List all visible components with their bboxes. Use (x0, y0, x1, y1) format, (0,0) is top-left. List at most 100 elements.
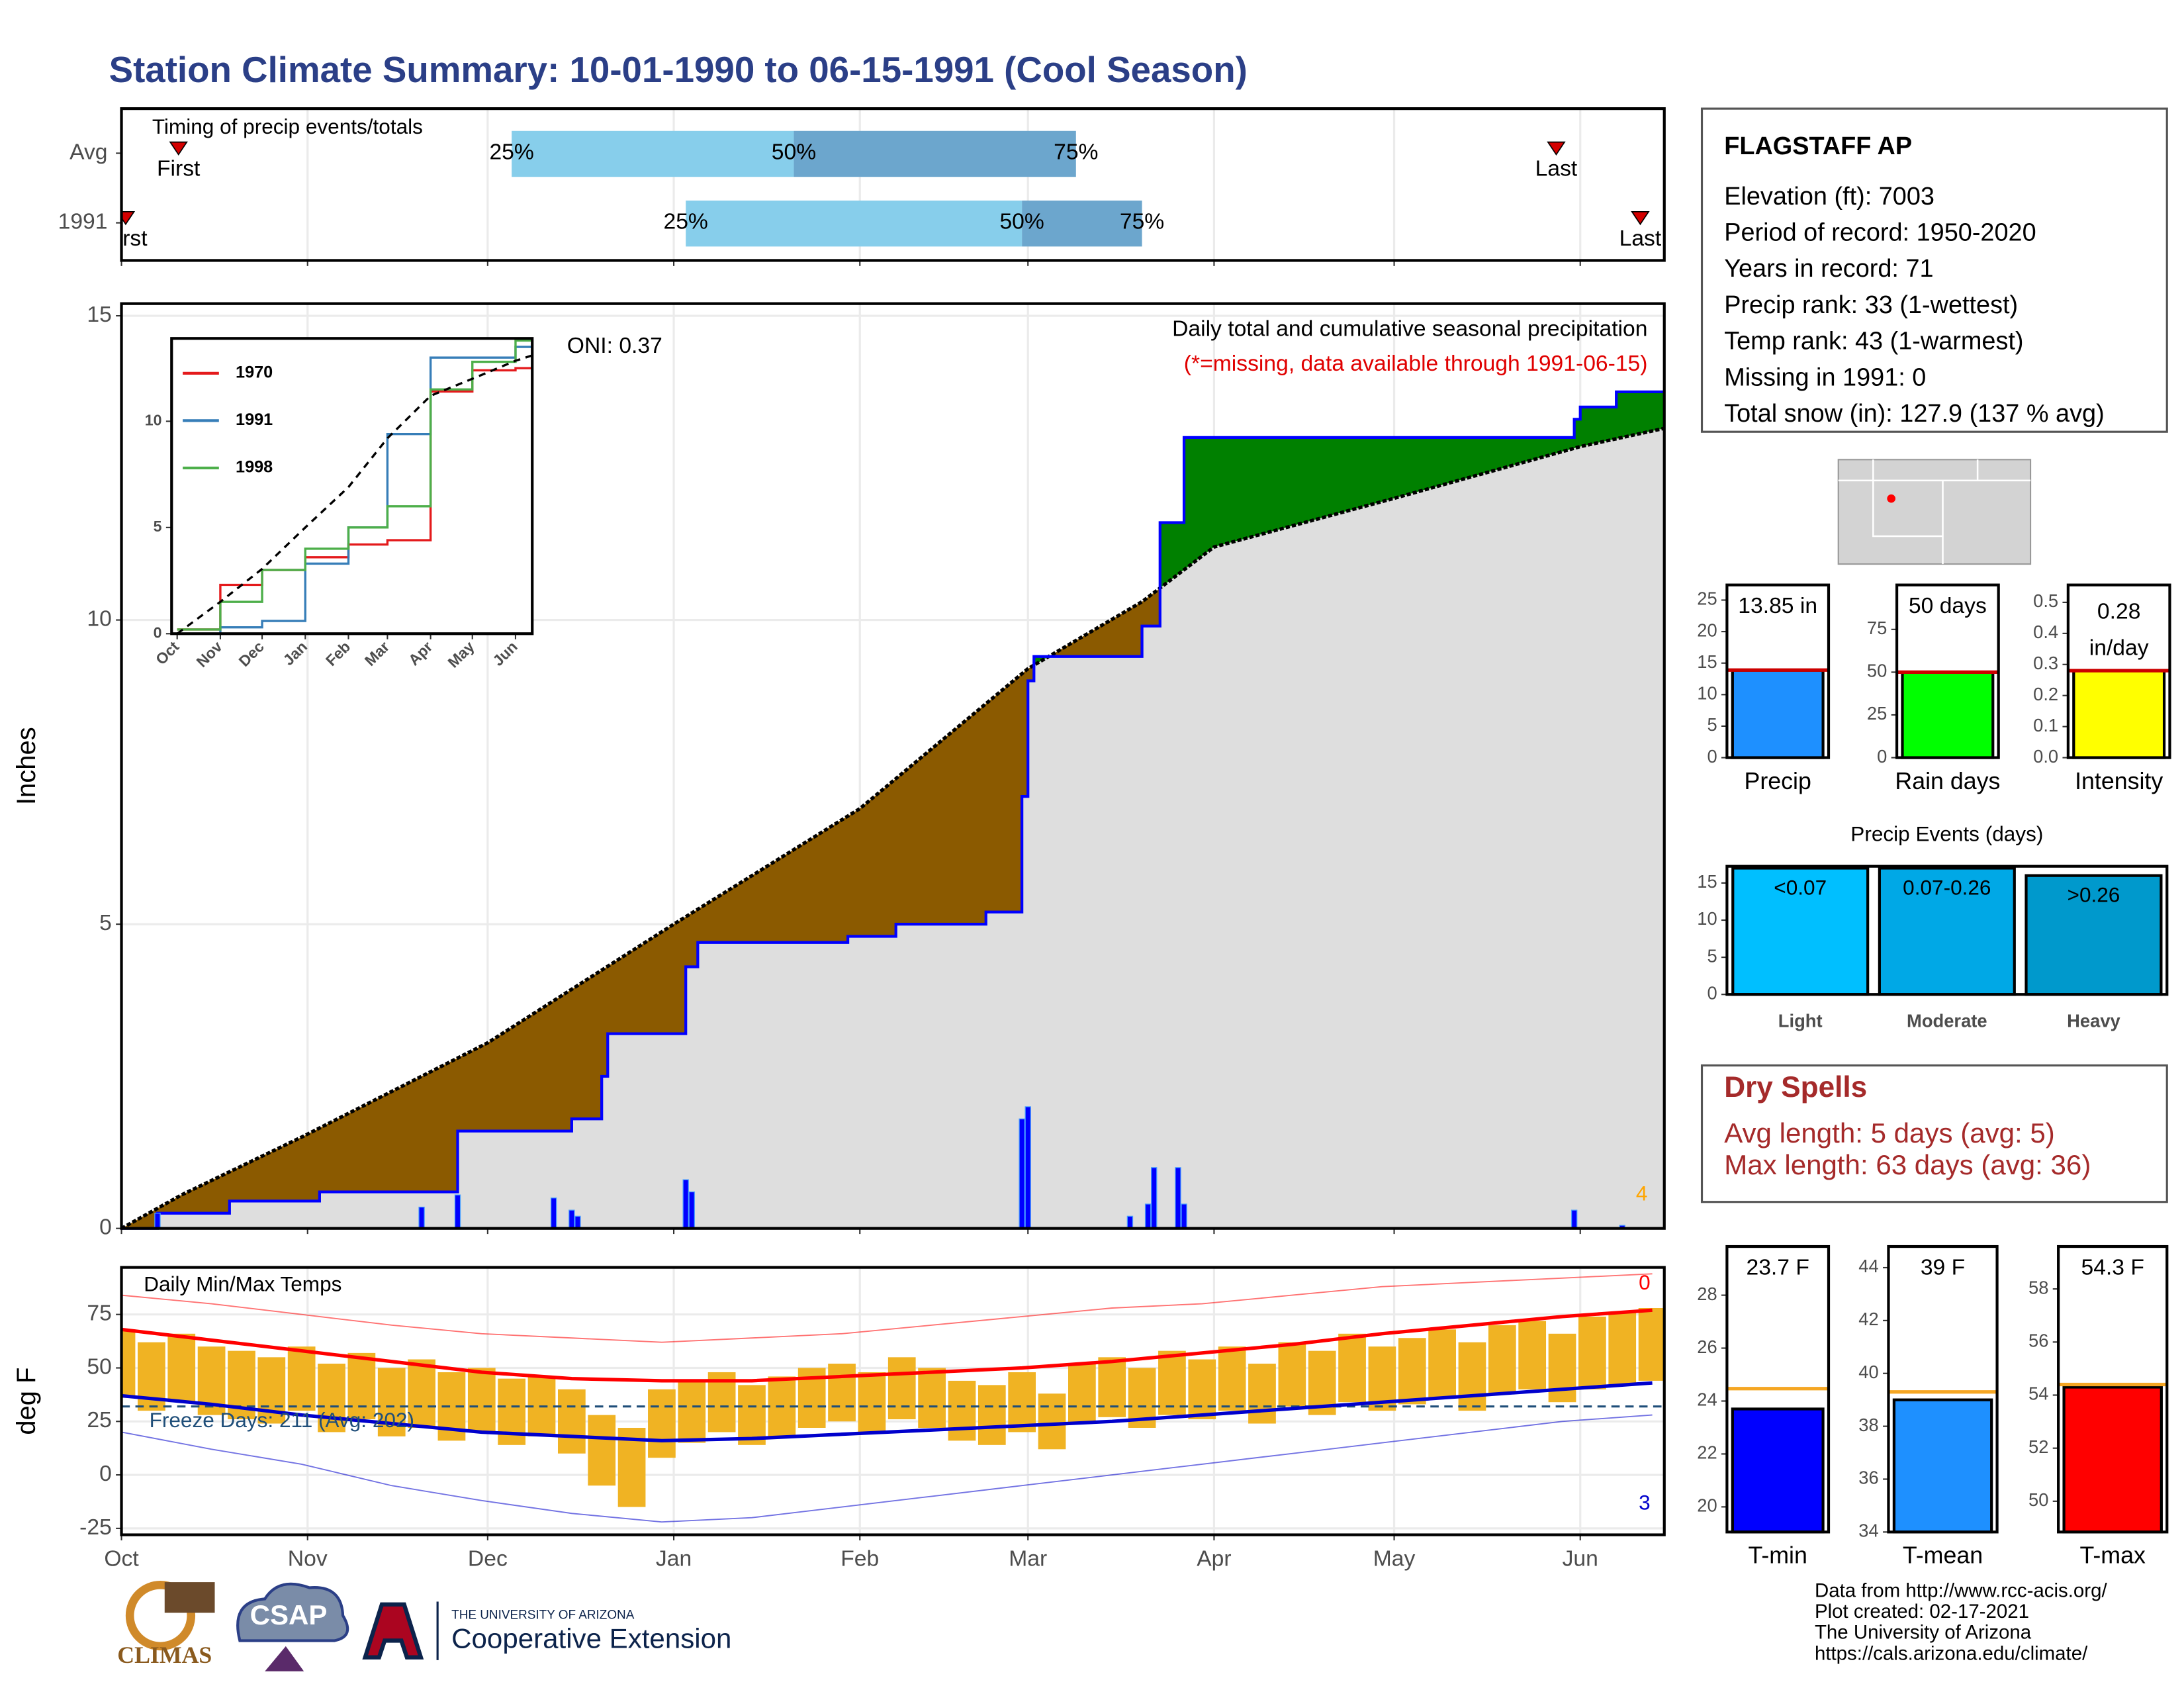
x-tick-label: Mar (1009, 1546, 1047, 1571)
temp-bar (467, 1368, 496, 1432)
temp-bar (1608, 1312, 1637, 1385)
footer-line: Plot created: 02-17-2021 (1815, 1601, 2029, 1622)
event-marker (169, 141, 188, 156)
y-tick-label: 36 (1858, 1468, 1878, 1488)
y-tick-label: 44 (1858, 1256, 1878, 1276)
y-tick-label: 15 (1697, 651, 1717, 672)
y-tick-label: 10 (1697, 908, 1717, 929)
daily-bar (454, 1194, 461, 1229)
plot-frame (120, 1266, 1666, 1536)
bar-label: <0.07 (1774, 875, 1827, 899)
plot-frame (2057, 1244, 2169, 1534)
plot-frame (120, 302, 1666, 1230)
row-label: Avg (69, 140, 107, 164)
y-tick-label: 0 (1707, 746, 1717, 767)
bar (1892, 1398, 1993, 1534)
y-tick-label: 0.4 (2033, 622, 2058, 642)
dry-spell-line: Max length: 63 days (avg: 36) (1724, 1149, 2091, 1180)
value-label: 0.28 (2097, 600, 2141, 624)
temp-bar (557, 1389, 586, 1454)
x-tick-label: May (1373, 1546, 1416, 1571)
temp-bar (1248, 1364, 1276, 1424)
temp-bar (1398, 1338, 1426, 1405)
daily-bar (1150, 1167, 1158, 1229)
temp-bar (1638, 1308, 1664, 1381)
y-tick-label: 38 (1858, 1415, 1878, 1435)
corner-label: 4 (1636, 1182, 1648, 1205)
temp-bar (1578, 1316, 1606, 1389)
y-tick-label: 25 (1697, 588, 1717, 609)
station-box (1700, 107, 2168, 433)
temp-bar (948, 1380, 976, 1441)
hot-count: 0 (1639, 1270, 1651, 1294)
temp-bar (738, 1385, 766, 1445)
dry-spell-line: Avg length: 5 days (avg: 5) (1724, 1117, 2055, 1149)
y-tick-label: 20 (1697, 620, 1717, 640)
plot-background (171, 338, 533, 634)
csap-mountain (265, 1646, 304, 1671)
y-tick-label: 5 (99, 911, 112, 935)
temp-bar (167, 1333, 196, 1403)
average-line (176, 354, 533, 634)
quartile-bar (794, 130, 1076, 177)
chart-title: Precip Events (days) (1850, 822, 2043, 846)
climas-logo: CLIMAS (117, 1642, 212, 1668)
event-marker (1631, 211, 1650, 226)
quartile-label: 25% (664, 210, 708, 234)
station-name: FLAGSTAFF AP (1724, 132, 1912, 160)
temperature-marks (121, 1273, 1664, 1523)
daily-bar (688, 1191, 695, 1229)
y-tick-label: 0.2 (2033, 684, 2058, 704)
plot-frame (2066, 583, 2171, 759)
x-tick-label: Oct (104, 1546, 139, 1571)
station-line: Elevation (ft): 7003 (1724, 183, 1934, 211)
ua-logo (362, 1602, 424, 1660)
station-dot (1887, 494, 1895, 503)
quartile-bar (512, 130, 794, 177)
bar (1731, 669, 1825, 759)
plot-frame (1725, 1244, 1831, 1534)
y-tick-label: 40 (1858, 1362, 1878, 1382)
legend-label: 1991 (236, 410, 273, 429)
chart-note: (*=missing, data available through 1991-… (1184, 352, 1648, 376)
university-label: THE UNIVERSITY OF ARIZONA (451, 1609, 635, 1622)
legend-label: 1998 (236, 458, 273, 477)
bar (2025, 874, 2163, 996)
y-tick-label: 5 (1707, 714, 1717, 735)
bar-label: >0.26 (2068, 883, 2120, 907)
station-line: Period of record: 1950-2020 (1724, 218, 2036, 246)
y-tick-label: 10 (1697, 683, 1717, 704)
x-tick-label: Apr (1197, 1546, 1231, 1571)
climas-emblem (125, 1580, 196, 1651)
value-label: 39 F (1921, 1256, 1965, 1280)
record-min-line (121, 1414, 1653, 1523)
station-line: Temp rank: 43 (1-warmest) (1724, 328, 2023, 355)
value-label: 54.3 F (2081, 1256, 2144, 1280)
daily-bar (154, 1213, 161, 1229)
plot-frame (170, 337, 534, 635)
quartile-label: 75% (1054, 140, 1098, 164)
value-label: 50 days (1909, 594, 1987, 618)
daily-bar (1126, 1215, 1134, 1229)
quartile-label: 50% (999, 210, 1044, 234)
event-label: Last (1535, 157, 1578, 181)
daily-bar (418, 1206, 425, 1229)
event-marker (1547, 141, 1566, 156)
y-tick-label: 75 (1867, 618, 1887, 638)
y-tick-label: 0 (154, 624, 162, 641)
temp-bar (1038, 1393, 1066, 1450)
temp-bar (1518, 1321, 1547, 1389)
cumulative-line (121, 390, 1664, 1230)
station-line: Years in record: 71 (1724, 255, 1933, 283)
daily-bar (550, 1197, 557, 1229)
temp-bar (588, 1415, 616, 1486)
temp-bar (121, 1329, 136, 1398)
event-label: First (157, 157, 201, 181)
daily-bar (574, 1215, 581, 1229)
map-background (1837, 459, 2032, 565)
average-line (120, 426, 1665, 1230)
location-map (1837, 459, 2032, 565)
y-tick-label: 25 (1867, 703, 1887, 724)
category-label: Intensity (2075, 768, 2163, 794)
chart-title: Daily Min/Max Temps (144, 1272, 341, 1295)
